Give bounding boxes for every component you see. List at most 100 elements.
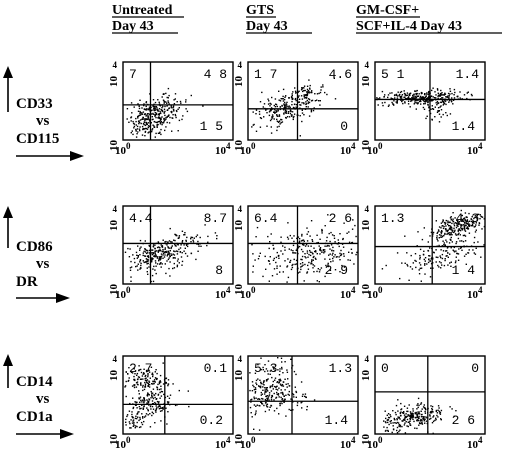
event-dot xyxy=(473,217,475,220)
event-dot xyxy=(415,90,417,92)
event-dot xyxy=(273,247,275,250)
event-dot xyxy=(282,400,284,402)
event-dot xyxy=(466,220,469,222)
event-dot xyxy=(457,223,459,225)
event-dot xyxy=(147,115,149,117)
event-dot xyxy=(318,100,320,102)
event-dot xyxy=(301,258,303,261)
event-dot xyxy=(430,95,433,97)
event-dot xyxy=(287,393,289,396)
event-dot xyxy=(341,264,343,267)
event-dot xyxy=(329,248,331,250)
event-dot xyxy=(339,254,342,257)
event-dot xyxy=(424,273,426,275)
event-dot xyxy=(283,108,285,110)
event-dot xyxy=(445,255,447,257)
event-dot xyxy=(320,267,323,269)
event-dot xyxy=(437,95,439,97)
event-dot xyxy=(184,247,186,249)
event-dot xyxy=(177,258,179,260)
event-dot xyxy=(163,402,165,405)
event-dot xyxy=(153,125,155,127)
event-dot xyxy=(267,373,269,375)
event-dot xyxy=(249,372,251,374)
event-dot xyxy=(443,93,445,96)
event-dot xyxy=(269,119,272,122)
event-dot xyxy=(190,241,192,243)
event-dot xyxy=(158,114,160,116)
event-dot xyxy=(324,91,326,94)
event-dot xyxy=(392,98,394,100)
event-dot xyxy=(412,95,414,98)
event-dot xyxy=(138,128,141,130)
event-dot xyxy=(337,239,339,241)
event-dot xyxy=(426,92,428,94)
event-dot xyxy=(147,373,149,375)
event-dot xyxy=(447,221,449,224)
event-dot xyxy=(317,241,319,244)
event-dot xyxy=(468,220,471,222)
event-dot xyxy=(453,94,455,96)
event-dot xyxy=(132,407,134,410)
event-dot xyxy=(135,124,137,126)
event-dot xyxy=(282,253,284,255)
y-tick-exponent-4: 4 xyxy=(238,354,243,364)
event-dot xyxy=(136,417,138,420)
event-dot xyxy=(162,239,164,241)
event-dot xyxy=(423,258,425,261)
event-dot xyxy=(436,245,438,247)
event-dot xyxy=(310,245,312,247)
event-dot xyxy=(312,259,314,261)
event-dot xyxy=(140,267,142,269)
event-dot xyxy=(436,238,438,240)
event-dot xyxy=(406,425,408,427)
event-dot xyxy=(157,132,160,134)
event-dot xyxy=(144,385,147,387)
event-dot xyxy=(130,280,132,282)
event-dot xyxy=(295,263,298,265)
event-dot xyxy=(443,244,445,246)
event-dot xyxy=(301,407,303,409)
event-dot xyxy=(318,245,320,247)
event-dot xyxy=(409,417,411,420)
event-dot xyxy=(167,242,169,244)
event-dot xyxy=(159,380,161,382)
event-dot xyxy=(259,379,261,381)
event-dot xyxy=(448,101,450,103)
event-dot xyxy=(420,91,423,94)
event-dot xyxy=(475,224,477,226)
event-dot xyxy=(152,380,154,383)
event-dot xyxy=(325,264,327,267)
event-dot xyxy=(413,103,415,105)
event-dot xyxy=(326,245,328,247)
event-dot xyxy=(273,392,275,395)
event-dot xyxy=(416,89,418,92)
event-dot xyxy=(327,265,329,268)
tick-base: 10 xyxy=(367,439,379,451)
event-dot xyxy=(150,261,153,263)
event-dot xyxy=(157,121,159,123)
event-dot xyxy=(388,104,390,106)
event-dot xyxy=(264,370,266,373)
event-dot xyxy=(443,103,445,105)
event-dot xyxy=(262,383,264,385)
event-dot xyxy=(432,99,434,101)
event-dot xyxy=(303,244,305,246)
event-dot xyxy=(464,230,467,232)
event-dot xyxy=(455,410,457,412)
event-dot xyxy=(281,385,283,387)
event-dot xyxy=(419,254,421,257)
event-dot xyxy=(251,244,253,246)
event-dot xyxy=(463,246,465,248)
event-dot xyxy=(183,250,185,252)
event-dot xyxy=(181,264,183,266)
header-gmcsf-line1: GM-CSF+ xyxy=(356,3,419,18)
event-dot xyxy=(143,416,146,418)
event-dot xyxy=(152,105,155,108)
event-dot xyxy=(333,237,336,239)
event-dot xyxy=(306,99,308,102)
event-dot xyxy=(142,254,144,257)
event-dot xyxy=(138,107,141,110)
